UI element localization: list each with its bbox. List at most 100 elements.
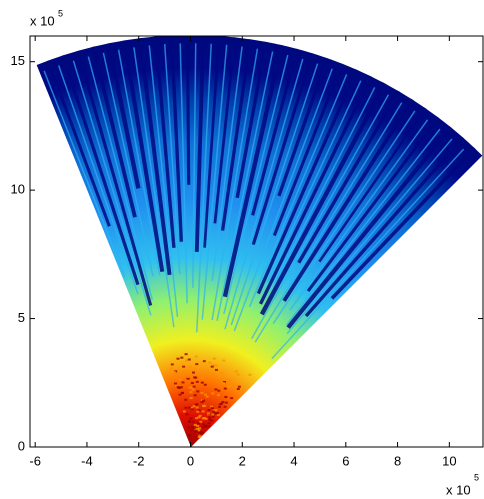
fan-speckle <box>195 406 199 409</box>
fan-speckle <box>192 427 196 430</box>
fan-speckle <box>198 414 202 417</box>
fan-speckle <box>236 388 240 391</box>
axes: -6 -4 -2 0 2 4 6 8 10 0 5 10 15 <box>11 36 483 468</box>
fan-speckle <box>180 391 184 394</box>
fan-streak <box>117 49 161 276</box>
fan-streak <box>251 48 299 216</box>
fan-streak <box>43 70 126 278</box>
fan-streak <box>272 63 344 237</box>
fan-speckle <box>196 410 200 413</box>
fan-speckle <box>192 385 196 388</box>
fan-speckle <box>192 405 196 408</box>
fan-speckle <box>236 373 240 376</box>
fan-speckle <box>202 416 206 419</box>
fan-streak <box>194 36 206 252</box>
fan-speckle <box>188 370 192 373</box>
fan-speckle <box>216 394 220 397</box>
fan-speckle <box>201 410 205 413</box>
y-tick-label: 15 <box>11 53 25 68</box>
fan-streak <box>289 119 429 311</box>
fan-speckle <box>190 426 194 429</box>
fan-speckle <box>187 406 191 409</box>
fan-speckle <box>208 416 212 419</box>
fan-speckle <box>211 413 215 416</box>
fan-speckle <box>195 435 199 438</box>
y-multiplier: x 10 <box>30 13 55 28</box>
x-tick-label: 8 <box>394 453 401 468</box>
fan-streak <box>330 146 476 300</box>
fan-speckle <box>185 359 189 362</box>
fan-speckle <box>229 378 233 381</box>
fan-speckle <box>176 357 180 360</box>
x-multiplier: x 10 <box>446 482 471 497</box>
fan-speckle <box>172 370 176 373</box>
fan-speckle <box>230 397 234 400</box>
fan-streak <box>251 94 390 339</box>
fan-streak <box>154 36 176 248</box>
fan-streak <box>185 36 191 185</box>
fan-speckle <box>195 363 199 366</box>
fan-speckle <box>195 380 199 383</box>
fan-streak <box>192 43 197 288</box>
fan-speckle <box>169 367 173 370</box>
fan-speckle <box>194 355 198 358</box>
fan-streak <box>286 138 453 334</box>
fan-streak <box>266 80 362 283</box>
fan-streak <box>179 43 188 304</box>
fan-speckle <box>196 433 200 436</box>
x-tick-label: -4 <box>81 453 93 468</box>
fan-speckle <box>211 392 215 395</box>
fan-speckle <box>207 413 211 416</box>
fan-speckle <box>186 377 190 380</box>
fan-speckle <box>202 423 206 426</box>
fan-speckle <box>228 385 232 388</box>
fan-speckle <box>205 395 209 398</box>
sonar-fan <box>36 36 483 447</box>
fan-speckle <box>218 405 222 408</box>
fan-speckle <box>203 393 207 396</box>
fan-speckle <box>190 408 194 411</box>
fan-speckle <box>213 409 217 412</box>
fan-streak <box>304 136 465 318</box>
fan-speckle <box>223 387 227 390</box>
fan-speckle <box>198 427 202 430</box>
y-multiplier-exponent: 5 <box>58 8 63 18</box>
fan-streak <box>277 57 329 197</box>
fan-speckle <box>198 432 202 435</box>
fan-speckle <box>185 413 189 416</box>
fan-speckle <box>248 373 252 376</box>
fan-speckle <box>217 389 221 392</box>
fan-speckle <box>203 383 207 386</box>
fan-speckle <box>178 378 182 381</box>
fan-streak <box>213 37 237 224</box>
fan-speckle <box>200 401 204 404</box>
fan-speckle <box>200 391 204 394</box>
fan-speckle <box>181 381 185 384</box>
fan-streak <box>203 36 221 248</box>
fan-streak <box>46 60 111 227</box>
fan-streak <box>87 56 153 300</box>
fan-speckle <box>196 424 200 427</box>
fan-speckle <box>234 370 238 373</box>
fan-speckle <box>195 403 199 406</box>
fan-streak <box>216 51 274 321</box>
fan-speckle <box>199 420 203 423</box>
fan-streak <box>224 58 304 330</box>
fan-streak <box>282 98 414 302</box>
fan-streak <box>258 75 373 305</box>
fan-streak <box>235 41 268 199</box>
fan-speckle <box>207 412 211 415</box>
fan-streak <box>76 50 153 306</box>
fan-speckle <box>182 410 186 413</box>
fan-speckle <box>190 386 194 389</box>
fan-speckle <box>214 364 218 367</box>
fan-speckle <box>178 393 182 396</box>
fan-speckle <box>200 377 204 380</box>
fan-streak <box>286 125 453 329</box>
fan-streak <box>148 45 179 317</box>
fan-streak <box>169 36 184 242</box>
fan-speckle <box>191 371 195 374</box>
fan-streak <box>61 54 140 286</box>
fan-speckle <box>222 380 226 383</box>
fan-speckle <box>200 381 204 384</box>
